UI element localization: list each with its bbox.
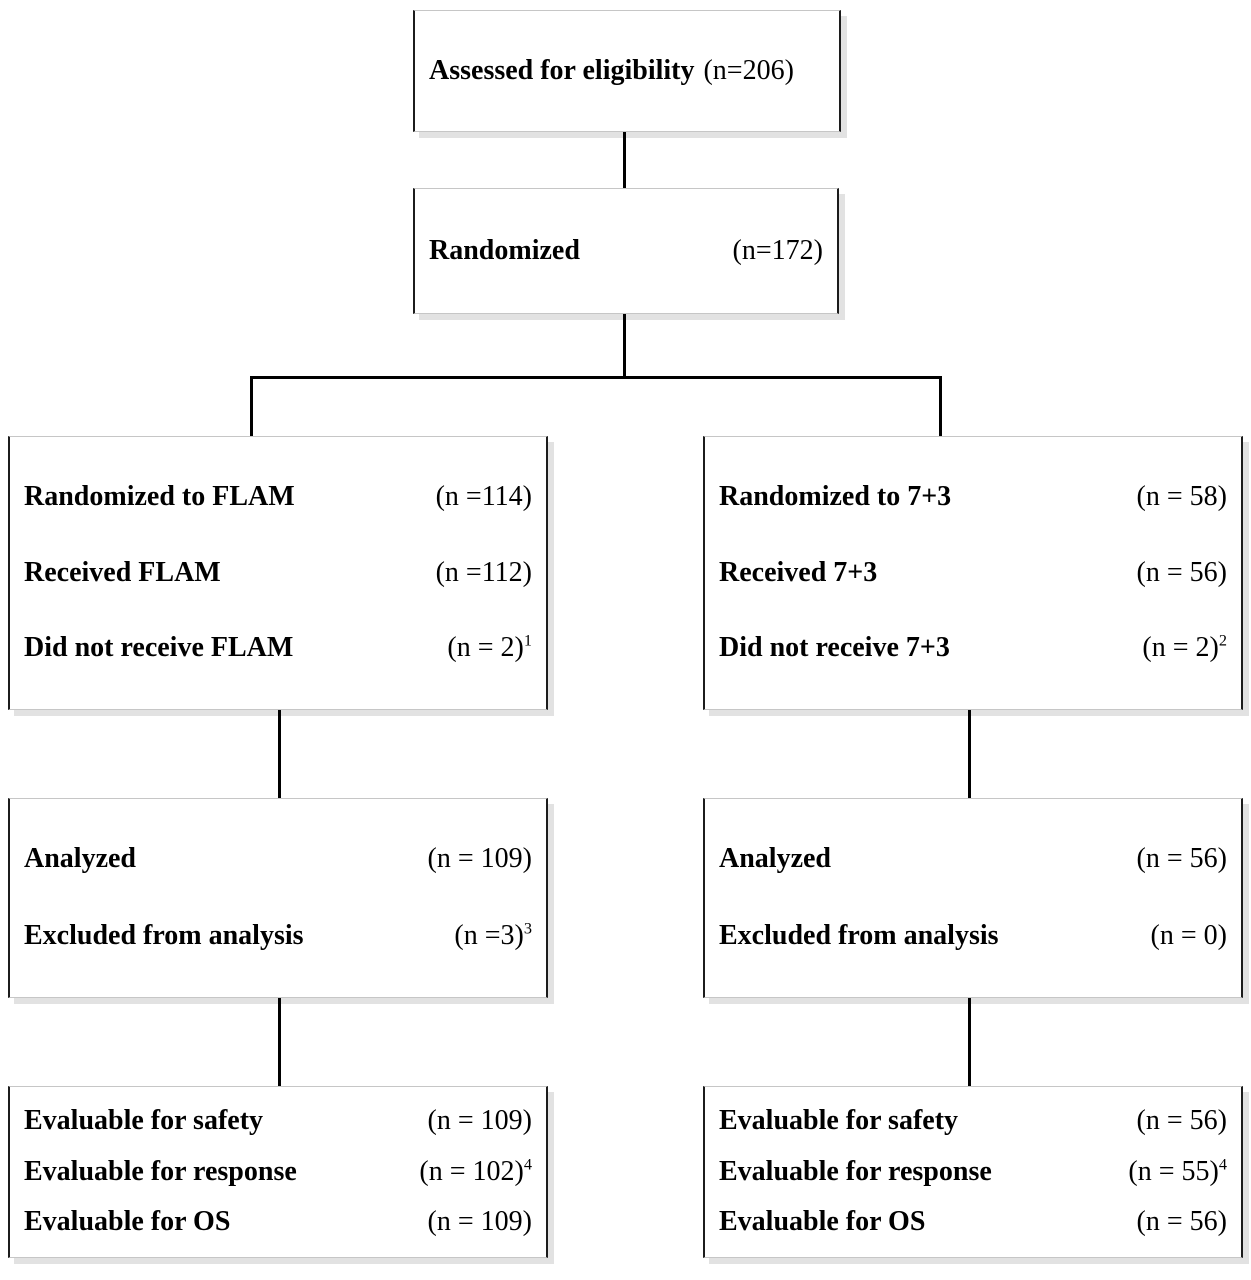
flow-row: Evaluable for OS (n = 56) [705,1205,1241,1238]
flow-row: Did not receive 7+3 (n = 2)2 [705,631,1241,664]
row-label: Evaluable for safety [24,1105,264,1137]
row-value: (n = 56) [1136,843,1227,875]
row-value: (n =3)3 [454,919,532,951]
flam-allocation-box: Randomized to FLAM (n =114) Received FLA… [8,436,548,710]
flow-row: Did not receive FLAM (n = 2)1 [10,631,546,664]
row-value: (n = 55)4 [1128,1155,1227,1187]
row-label: Did not receive FLAM [24,632,294,664]
row-label: Evaluable for OS [719,1205,926,1237]
row-value: (n=206) [703,54,794,86]
row-label: Did not receive 7+3 [719,632,950,664]
footnote-marker: 2 [1218,631,1227,650]
row-label: Evaluable for safety [719,1105,959,1137]
row-label: Evaluable for response [24,1155,297,1187]
7plus3-evaluable-box: Evaluable for safety (n = 56) Evaluable … [703,1086,1243,1258]
footnote-marker: 4 [523,1155,532,1174]
connector-branch-left-drop [250,376,253,436]
flow-row: Excluded from analysis (n =3)3 [10,919,546,952]
flow-row: Received FLAM (n =112) [10,556,546,589]
flow-row: Randomized to 7+3 (n = 58) [705,480,1241,513]
row-label: Evaluable for response [719,1155,992,1187]
row-value: (n = 56) [1136,1205,1227,1237]
row-label: Analyzed [24,843,136,875]
row-label: Randomized [429,234,580,266]
row-value: (n = 109) [427,843,532,875]
row-label: Excluded from analysis [24,919,304,951]
flow-row: Analyzed (n = 56) [705,844,1241,875]
assessed-eligibility-box: Assessed for eligibility (n=206) [413,10,841,132]
connector-flam-allocation-analysis [278,710,281,798]
row-value: (n = 102)4 [419,1155,532,1187]
row-value: (n = 109) [427,1105,532,1137]
row-value: (n = 56) [1136,1105,1227,1137]
connector-assessed-randomized [623,132,626,188]
flow-row: Randomized (n=172) [415,234,837,267]
row-value: (n = 58) [1136,480,1227,512]
footnote-marker: 1 [523,631,532,650]
row-label: Assessed for eligibility [429,54,695,86]
row-value: (n =112) [435,556,532,588]
row-value: (n = 2)1 [447,631,532,664]
flow-row: Evaluable for safety (n = 56) [705,1105,1241,1137]
row-value: (n = 109) [427,1205,532,1237]
row-value: (n =114) [435,480,532,512]
flow-row: Evaluable for safety (n = 109) [10,1105,546,1137]
row-value: (n = 56) [1136,556,1227,588]
footnote-marker: 3 [523,919,532,938]
row-label: Excluded from analysis [719,919,999,951]
7plus3-analysis-box: Analyzed (n = 56) Excluded from analysis… [703,798,1243,998]
row-label: Analyzed [719,843,831,875]
flow-row: Assessed for eligibility (n=206) [415,54,839,87]
flow-row: Analyzed (n = 109) [10,844,546,875]
connector-randomized-stem [623,314,626,378]
7plus3-allocation-box: Randomized to 7+3 (n = 58) Received 7+3 … [703,436,1243,710]
connector-branch-right-drop [939,376,942,436]
flow-row: Evaluable for OS (n = 109) [10,1205,546,1238]
flow-row: Randomized to FLAM (n =114) [10,480,546,513]
flow-row: Received 7+3 (n = 56) [705,556,1241,589]
row-label: Received 7+3 [719,556,878,588]
row-label: Randomized to 7+3 [719,480,952,512]
flam-analysis-box: Analyzed (n = 109) Excluded from analysi… [8,798,548,998]
row-value: (n = 2)2 [1142,631,1227,664]
flow-row: Excluded from analysis (n = 0) [705,919,1241,952]
connector-branch-horizontal [250,376,942,379]
connector-7plus3-analysis-evaluable [968,998,971,1086]
row-value: (n = 0) [1150,919,1227,951]
connector-7plus3-allocation-analysis [968,710,971,798]
flow-row: Evaluable for response (n = 55)4 [705,1155,1241,1188]
row-label: Received FLAM [24,556,221,588]
connector-flam-analysis-evaluable [278,998,281,1086]
flow-row: Evaluable for response (n = 102)4 [10,1155,546,1188]
flam-evaluable-box: Evaluable for safety (n = 109) Evaluable… [8,1086,548,1258]
row-label: Randomized to FLAM [24,480,295,512]
randomized-box: Randomized (n=172) [413,188,839,314]
footnote-marker: 4 [1218,1155,1227,1174]
row-label: Evaluable for OS [24,1205,231,1237]
row-value: (n=172) [732,234,823,266]
